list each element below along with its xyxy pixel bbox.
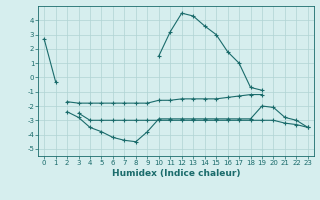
X-axis label: Humidex (Indice chaleur): Humidex (Indice chaleur) (112, 169, 240, 178)
